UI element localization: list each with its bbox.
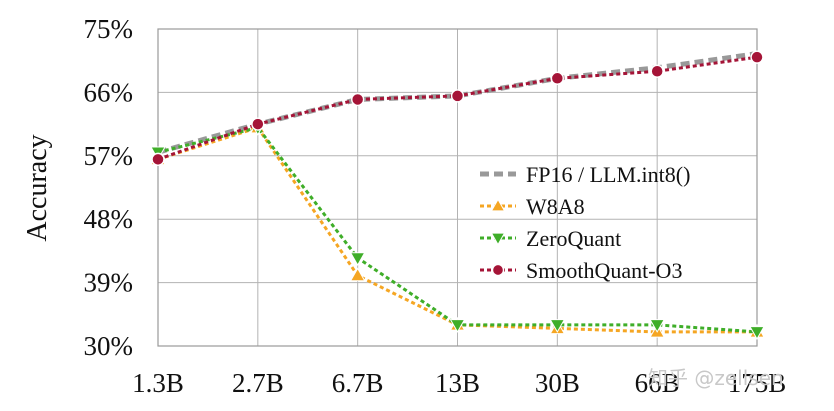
- data-point-circle: [450, 89, 465, 103]
- data-point-triangle-down: [649, 319, 666, 333]
- data-point-circle: [491, 263, 505, 277]
- y-tick-label: 39%: [84, 268, 134, 298]
- data-point-triangle-down: [349, 252, 366, 266]
- y-axis-label: Accuracy: [22, 134, 53, 241]
- data-point-circle: [151, 152, 165, 166]
- x-tick-label: 1.3B: [132, 368, 184, 398]
- legend-label: SmoothQuant-O3: [526, 258, 682, 283]
- x-tick-label: 6.7B: [332, 368, 384, 398]
- watermark-text: 知乎 @zellsen: [648, 366, 784, 390]
- y-axis-ticks: 30% 39% 48% 57% 66% 75%: [84, 14, 134, 361]
- data-point-triangle-up: [490, 198, 506, 212]
- legend-label: W8A8: [526, 194, 585, 219]
- legend-item: ZeroQuant: [480, 226, 621, 251]
- legend-item: W8A8: [480, 194, 585, 219]
- legend: FP16 / LLM.int8() W8A8 ZeroQuant SmoothQuan…: [480, 162, 690, 283]
- data-point-circle: [650, 64, 664, 78]
- legend-item: SmoothQuant-O3: [480, 258, 682, 283]
- y-tick-label: 48%: [84, 204, 134, 234]
- y-tick-label: 30%: [84, 331, 134, 361]
- data-point-triangle-down: [749, 326, 765, 340]
- series-layer: [150, 50, 765, 340]
- x-tick-label: 175B: [728, 368, 787, 398]
- legend-item: FP16 / LLM.int8(): [480, 162, 690, 187]
- x-tick-label: 13B: [435, 368, 480, 398]
- legend-label: FP16 / LLM.int8(): [526, 162, 690, 187]
- legend-label: ZeroQuant: [526, 226, 621, 251]
- data-point-circle: [351, 92, 365, 107]
- series-smoothquant-o3: [151, 50, 764, 166]
- grid: [157, 28, 758, 347]
- data-point-circle: [251, 117, 265, 131]
- y-tick-label: 66%: [84, 77, 134, 107]
- x-tick-label: 2.7B: [232, 368, 284, 398]
- x-tick-label: 66B: [635, 368, 680, 398]
- data-point-triangle-down: [490, 232, 506, 246]
- data-point-circle: [750, 50, 764, 64]
- x-tick-label: 30B: [535, 368, 580, 398]
- data-point-triangle-down: [449, 319, 466, 333]
- x-axis-ticks: 1.3B 2.7B 6.7B 13B 30B 66B 175B: [132, 368, 786, 398]
- data-point-circle: [550, 71, 564, 85]
- data-point-triangle-down: [549, 319, 566, 333]
- data-point-triangle-up: [349, 267, 366, 282]
- plot-frame: [157, 28, 758, 347]
- y-tick-label: 75%: [84, 14, 134, 44]
- y-tick-label: 57%: [84, 141, 134, 171]
